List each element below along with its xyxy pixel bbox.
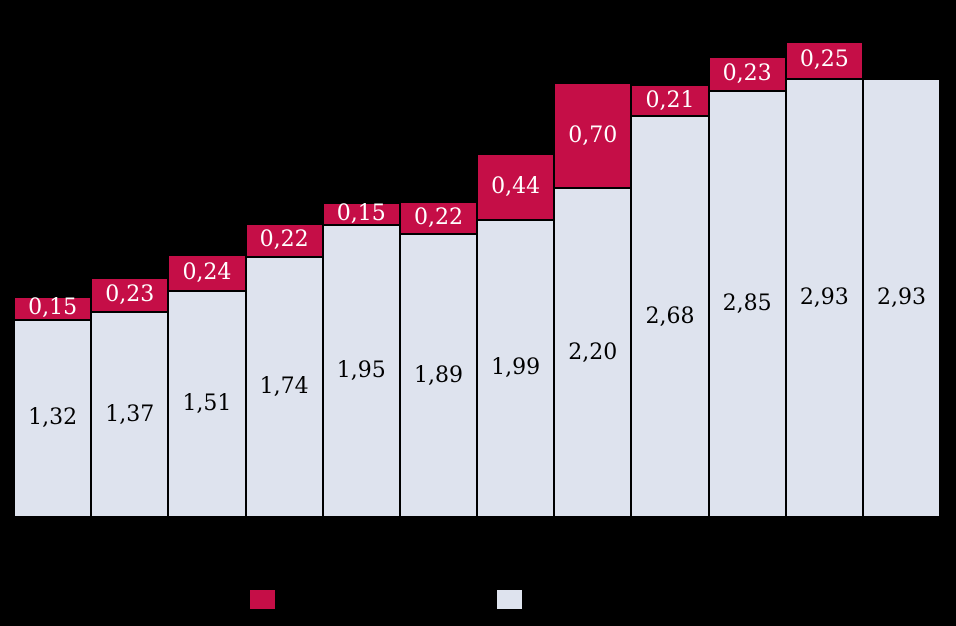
top-segment-label: 0,23 xyxy=(723,63,772,85)
bar-column: 0,23 2,85 xyxy=(709,57,786,517)
top-segment-label: 0,70 xyxy=(568,125,617,147)
bar-column: 2,93 xyxy=(863,79,940,517)
base-segment-label: 1,95 xyxy=(337,360,386,382)
top-segment: 0,24 xyxy=(168,255,245,291)
top-segment-label: 0,22 xyxy=(260,229,309,251)
base-segment: 1,95 xyxy=(323,225,400,517)
base-segment-label: 1,51 xyxy=(182,393,231,415)
bar-column: 0,22 1,89 xyxy=(400,202,477,517)
base-segment-label: 2,20 xyxy=(568,342,617,364)
top-segment: 0,15 xyxy=(14,297,91,319)
base-segment: 1,74 xyxy=(246,257,323,517)
base-segment-label: 2,93 xyxy=(877,287,926,309)
top-segment-label: 0,15 xyxy=(28,297,77,319)
top-segment: 0,22 xyxy=(400,202,477,235)
chart-canvas: 0,15 1,32 0,23 1,37 0,24 1,51 0,22 1,74 0,15 1,95… xyxy=(0,0,956,626)
top-segment: 0,15 xyxy=(323,203,400,225)
top-segment-label: 0,44 xyxy=(491,176,540,198)
base-segment: 2,93 xyxy=(863,79,940,517)
top-segment: 0,44 xyxy=(477,154,554,220)
top-segment-label: 0,15 xyxy=(337,203,386,225)
base-segment-label: 2,68 xyxy=(645,306,694,328)
bar-column: 0,23 1,37 xyxy=(91,278,168,517)
base-segment-label: 1,99 xyxy=(491,357,540,379)
bar-column: 0,25 2,93 xyxy=(786,42,863,517)
bar-column: 0,24 1,51 xyxy=(168,255,245,517)
base-segment: 1,51 xyxy=(168,291,245,517)
bar-column: 0,70 2,20 xyxy=(554,83,631,517)
bar-column: 0,21 2,68 xyxy=(631,85,708,517)
top-segment: 0,22 xyxy=(246,224,323,257)
top-segment-label: 0,22 xyxy=(414,207,463,229)
top-segment: 0,23 xyxy=(91,278,168,312)
base-segment: 2,68 xyxy=(631,116,708,517)
bar-column: 0,22 1,74 xyxy=(246,224,323,517)
base-segment: 2,85 xyxy=(709,91,786,517)
bar-column: 0,44 1,99 xyxy=(477,154,554,517)
base-segment: 1,32 xyxy=(14,320,91,517)
top-segment: 0,70 xyxy=(554,83,631,188)
base-segment-label: 1,89 xyxy=(414,365,463,387)
legend-swatch-base-series xyxy=(497,590,522,609)
top-segment-label: 0,24 xyxy=(182,262,231,284)
base-segment: 2,20 xyxy=(554,188,631,517)
top-segment: 0,23 xyxy=(709,57,786,91)
bar-column: 0,15 1,95 xyxy=(323,203,400,517)
base-segment: 1,99 xyxy=(477,220,554,518)
base-segment: 1,89 xyxy=(400,234,477,517)
top-segment-label: 0,23 xyxy=(105,284,154,306)
base-segment: 2,93 xyxy=(786,79,863,517)
base-segment-label: 2,85 xyxy=(723,293,772,315)
top-segment: 0,25 xyxy=(786,42,863,79)
bar-plot: 0,15 1,32 0,23 1,37 0,24 1,51 0,22 1,74 0,15 1,95… xyxy=(14,42,940,517)
top-segment-label: 0,21 xyxy=(645,90,694,112)
base-segment: 1,37 xyxy=(91,312,168,517)
base-segment-label: 1,74 xyxy=(260,376,309,398)
base-segment-label: 1,32 xyxy=(28,407,77,429)
base-segment-label: 2,93 xyxy=(800,287,849,309)
top-segment-label: 0,25 xyxy=(800,49,849,71)
top-segment: 0,21 xyxy=(631,85,708,116)
base-segment-label: 1,37 xyxy=(105,404,154,426)
legend-swatch-top-series xyxy=(250,590,275,609)
bar-column: 0,15 1,32 xyxy=(14,297,91,517)
